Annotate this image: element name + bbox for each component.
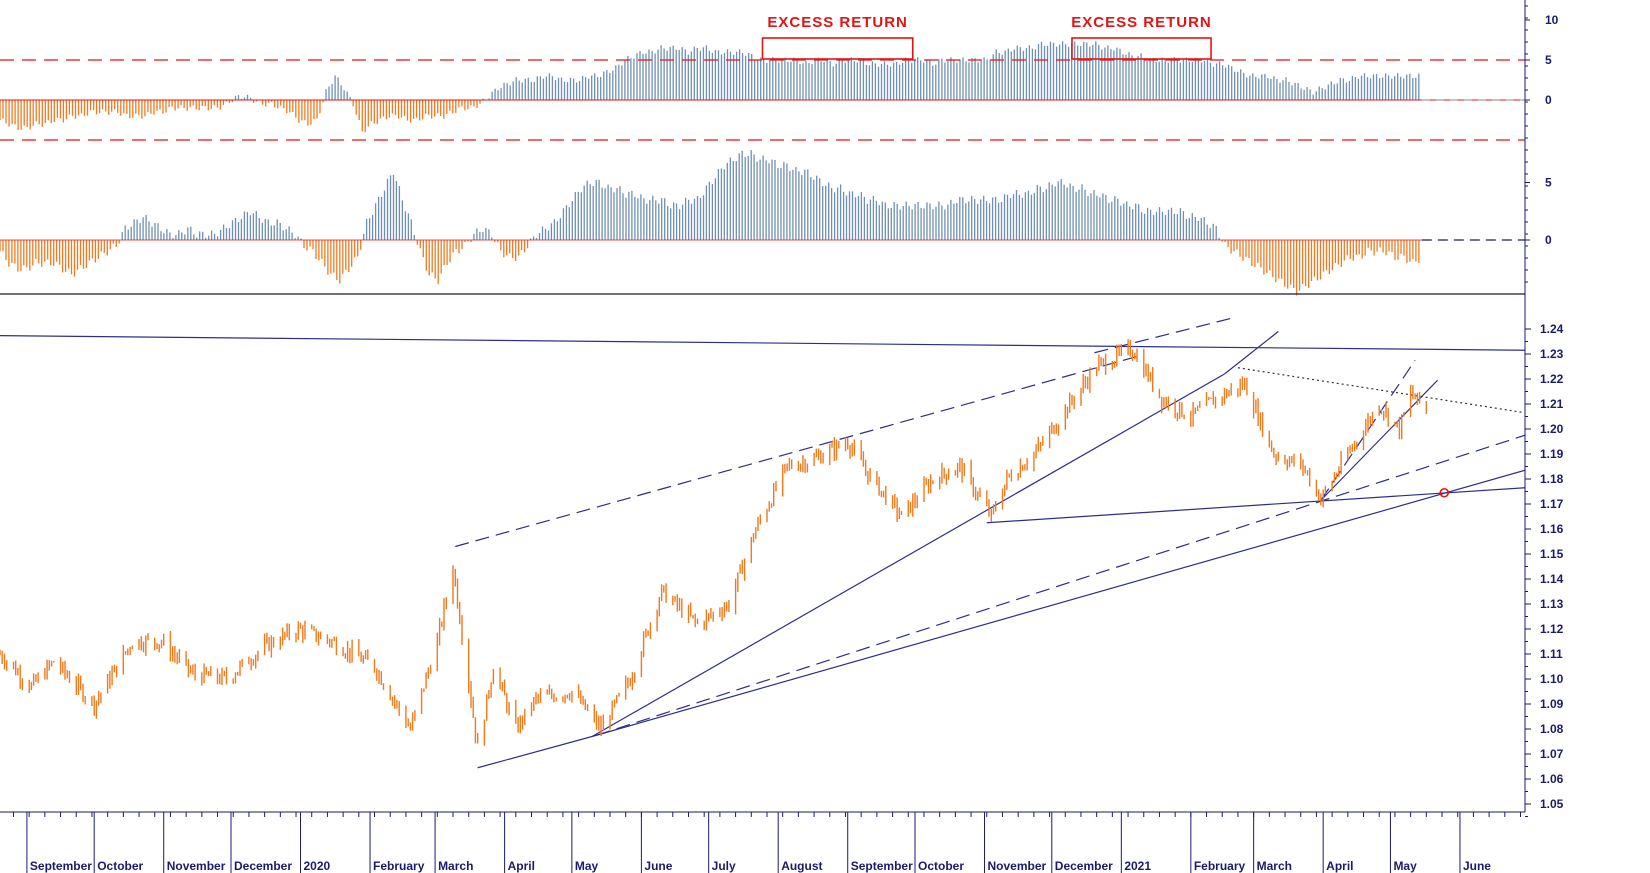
trendline-solid bbox=[1224, 331, 1279, 375]
month-label: March bbox=[1257, 859, 1292, 873]
excess-return-box bbox=[1071, 37, 1212, 60]
excess-return-panel: EXCESS RETURN EXCESS RETURN bbox=[0, 14, 1525, 141]
y-tick-label: 0 bbox=[1545, 93, 1552, 107]
y-tick-label: 1.08 bbox=[1540, 722, 1564, 736]
month-label: July bbox=[712, 859, 736, 873]
trendline-dotted bbox=[1237, 367, 1525, 414]
month-label: March bbox=[438, 859, 473, 873]
trendline-solid bbox=[986, 487, 1525, 524]
right-axis: 10 5 0 5 0 1.24 1.23 1.22 1.21 1.20 1.19 1.18 1.17 1.… bbox=[0, 0, 1564, 817]
y-tick-label: 1.07 bbox=[1540, 747, 1564, 761]
month-label: April bbox=[1326, 859, 1353, 873]
month-label: October bbox=[918, 859, 964, 873]
month-label: February bbox=[1194, 859, 1246, 873]
month-label: October bbox=[97, 859, 143, 873]
y-tick-label: 1.10 bbox=[1540, 672, 1564, 686]
y-tick-label: 1.22 bbox=[1540, 372, 1564, 386]
y-tick-label: 10 bbox=[1545, 13, 1559, 27]
y-tick-label: 1.16 bbox=[1540, 522, 1564, 536]
month-label: November bbox=[988, 859, 1047, 873]
time-axis: September October November December 2020 Febr… bbox=[12, 812, 1522, 873]
momentum-panel bbox=[0, 150, 1525, 296]
trendline-solid bbox=[0, 335, 1525, 351]
y-tick-label: 1.13 bbox=[1540, 597, 1564, 611]
trendlines bbox=[0, 317, 1525, 769]
y-tick-label: 1.05 bbox=[1540, 797, 1564, 811]
y-tick-label: 1.09 bbox=[1540, 697, 1564, 711]
y-tick-label: 1.11 bbox=[1540, 647, 1563, 661]
excess-return-box bbox=[761, 37, 914, 60]
y-tick-label: 0 bbox=[1545, 233, 1552, 247]
month-label: 2020 bbox=[304, 859, 331, 873]
y-tick-label: 1.19 bbox=[1540, 447, 1564, 461]
excess-return-label: EXCESS RETURN bbox=[1071, 14, 1212, 31]
month-label: August bbox=[781, 859, 822, 873]
month-label: May bbox=[575, 859, 599, 873]
month-label: September bbox=[30, 859, 92, 873]
y-tick-label: 5 bbox=[1545, 53, 1552, 67]
month-label: April bbox=[508, 859, 535, 873]
price-series bbox=[0, 339, 1428, 746]
trendline-dashed bbox=[455, 354, 1142, 548]
price-panel bbox=[0, 317, 1525, 769]
month-label: September bbox=[851, 859, 913, 873]
y-tick-label: 5 bbox=[1545, 176, 1552, 190]
trendline-dashed bbox=[1094, 317, 1234, 354]
month-label: February bbox=[373, 859, 425, 873]
y-tick-label: 1.15 bbox=[1540, 547, 1564, 561]
month-label: June bbox=[1463, 859, 1491, 873]
excess-return-label: EXCESS RETURN bbox=[767, 14, 908, 31]
y-tick-label: 1.18 bbox=[1540, 472, 1564, 486]
y-tick-label: 1.23 bbox=[1540, 347, 1564, 361]
y-tick-label: 1.06 bbox=[1540, 772, 1564, 786]
month-label: December bbox=[234, 859, 292, 873]
month-label: June bbox=[644, 859, 672, 873]
trendline-solid bbox=[591, 373, 1225, 738]
month-label: November bbox=[167, 859, 226, 873]
y-tick-label: 1.17 bbox=[1540, 497, 1564, 511]
month-label: 2021 bbox=[1124, 859, 1151, 873]
target-marker bbox=[1439, 487, 1450, 498]
y-tick-label: 1.12 bbox=[1540, 622, 1564, 636]
y-tick-label: 1.21 bbox=[1540, 397, 1564, 411]
trendline-solid bbox=[596, 469, 1525, 736]
trendline-solid bbox=[1320, 379, 1438, 501]
month-label: May bbox=[1393, 859, 1417, 873]
month-label: December bbox=[1055, 859, 1113, 873]
trendline-solid bbox=[477, 734, 597, 769]
y-tick-label: 1.20 bbox=[1540, 422, 1564, 436]
y-tick-label: 1.14 bbox=[1540, 572, 1564, 586]
y-tick-label: 1.24 bbox=[1540, 322, 1564, 336]
trendline-dashed bbox=[596, 434, 1525, 736]
